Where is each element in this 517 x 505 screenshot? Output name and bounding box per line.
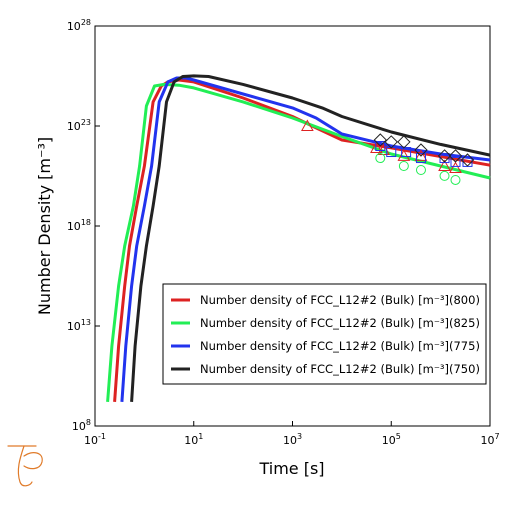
series-1-marker [375, 153, 386, 164]
series-1-marker [398, 161, 409, 171]
legend-box [162, 283, 487, 385]
legend-label-0: Number density of FCC_L12#2 (Bulk) [m⁻³]… [200, 293, 480, 307]
legend: Number density of FCC_L12#2 (Bulk) [m⁻³]… [162, 283, 487, 385]
y-tick-label: 108 [72, 418, 91, 433]
legend-label-1: Number density of FCC_L12#2 (Bulk) [m⁻³]… [200, 316, 480, 330]
x-axis-label: Time [s] [258, 459, 324, 478]
series-0-marker [438, 159, 451, 171]
y-tick-label: 1023 [67, 118, 91, 133]
x-tick-label: 105 [382, 432, 401, 447]
series-0-marker [397, 149, 411, 161]
x-tick-label: 107 [480, 432, 499, 447]
series-layer [106, 74, 491, 403]
series-3-marker [448, 149, 463, 163]
series-2-marker [450, 156, 461, 167]
series-1-marker [439, 170, 450, 181]
y-tick-label: 1018 [67, 218, 91, 233]
series-2-marker [375, 141, 386, 151]
x-tick-label: 103 [283, 432, 302, 447]
series-3-marker [373, 133, 388, 147]
series-3-marker [414, 143, 428, 157]
legend-entries: Number density of FCC_L12#2 (Bulk) [m⁻³]… [171, 293, 480, 376]
x-tick-label: 10-1 [84, 432, 106, 447]
series-2-marker [415, 153, 426, 164]
series-line-1 [106, 82, 491, 403]
tick-layer: 10-1 101 103 105 107 108 1013 1018 1023 1028 [67, 18, 500, 447]
y-tick-label: 1028 [67, 18, 91, 33]
series-3-marker [437, 149, 452, 163]
brand-logo-icon [7, 445, 43, 487]
series-0-marker [370, 141, 383, 154]
series-1-marker [450, 174, 461, 185]
legend-label-3: Number density of FCC_L12#2 (Bulk) [m⁻³]… [200, 362, 480, 376]
series-1-marker [415, 165, 426, 176]
series-2-marker [401, 147, 412, 158]
y-axis-label: Number Density [m⁻³] [35, 137, 54, 315]
series-0-marker [414, 149, 428, 161]
legend-label-2: Number density of FCC_L12#2 (Bulk) [m⁻³]… [200, 339, 480, 353]
y-tick-label: 1013 [67, 318, 91, 333]
series-3-marker [384, 135, 398, 149]
x-tick-label: 101 [184, 432, 203, 447]
marker-layer [301, 119, 475, 185]
series-3-marker [397, 135, 411, 149]
series-0-marker [301, 119, 314, 131]
series-3-marker [460, 153, 475, 167]
series-line-3 [130, 74, 491, 402]
series-0-marker [449, 161, 462, 174]
